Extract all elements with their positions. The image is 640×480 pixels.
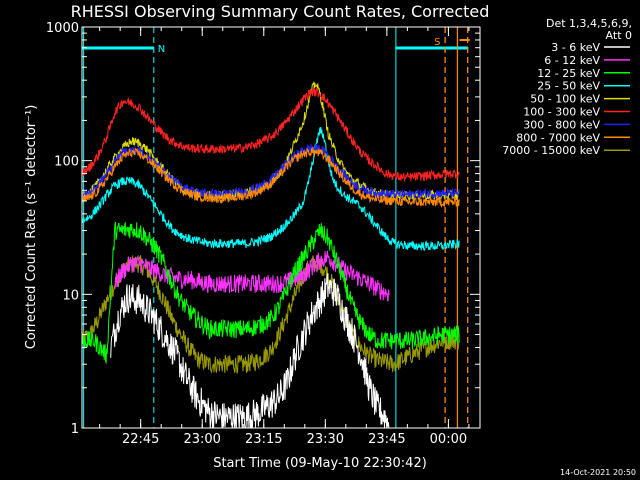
legend-header-line-1: Det 1,3,4,5,6,9, [546,17,632,30]
chart-title: RHESSI Observing Summary Count Rates, Co… [71,2,490,21]
y-tick-label: 100 [54,155,79,170]
legend-entry-label: 6 - 12 keV [544,54,600,67]
legend-entry-label: 25 - 50 keV [537,80,600,93]
y-tick-label: 10 [62,288,79,303]
x-tick-label: 23:15 [245,432,282,447]
legend-entry-label: 100 - 300 keV [523,106,600,119]
annotation-layer: NS [82,27,470,428]
legend-entry-label: 3 - 6 keV [551,41,600,54]
x-tick-label: 23:45 [368,432,405,447]
legend-header-line-2: Att 0 [606,29,632,42]
series-layer [81,81,460,429]
legend-entry-label: 50 - 100 keV [530,93,600,106]
y-tick-label: 1 [71,422,79,437]
y-axis-label: Corrected Count Rate (s⁻¹ detector⁻¹) [24,105,39,350]
series-line [81,126,460,251]
x-axis-label: Start Time (09-May-10 22:30:42) [213,456,427,471]
annotation-n: N [158,44,165,55]
x-tick-label: 22:45 [122,432,159,447]
legend-entry-label: 800 - 7000 keV [516,131,600,144]
series-line [81,86,460,182]
y-tick-label: 1000 [46,21,79,36]
legend-entry-label: 12 - 25 keV [537,67,600,80]
series-line [81,221,460,365]
x-tick-label: 00:00 [430,432,467,447]
x-tick-label: 23:00 [183,432,220,447]
legend-entry-label: 7000 - 15000 keV [502,144,600,157]
plot-frame [81,26,481,429]
x-tick-label: 23:30 [307,432,344,447]
series-line [81,147,460,209]
axes: 22:45 23:00 23:15 23:30 23:45 00:00 1 10 100 1000 [46,21,481,447]
annotation-s: S [434,37,440,48]
legend-entry-label: 300 - 800 keV [523,118,600,131]
series-line [114,250,390,302]
generation-timestamp: 14-Oct-2021 20:50 [560,468,636,477]
